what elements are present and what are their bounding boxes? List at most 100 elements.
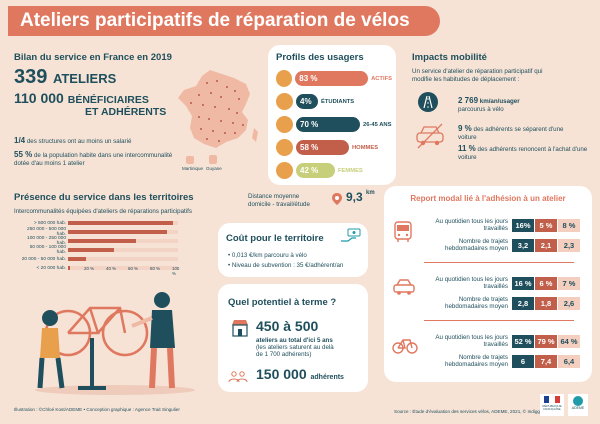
- report-cell: 16%: [512, 218, 534, 232]
- profil-bar: 58 %: [296, 140, 349, 155]
- presence-tick-label: 40 %: [106, 266, 117, 271]
- presence-bar-chart: > 500 000 hab. 250 000 - 500 000 hab. 100 …: [20, 220, 178, 274]
- profil-label: 26-45 ANS: [363, 121, 392, 128]
- car-icon: [392, 278, 416, 301]
- martinique-shape: [186, 156, 194, 164]
- map-label-martinique: Martinique: [182, 166, 204, 171]
- republique-francaise-logo: RÉPUBLIQUE FRANÇAISE: [540, 394, 564, 416]
- stat-population: 55 % de la population habite dans une in…: [14, 150, 179, 168]
- presence-bar-track: [68, 221, 178, 225]
- bike-icon: [392, 336, 418, 359]
- report-row: Nombre de trajets hebdomadaires moyen 3,2…: [422, 238, 581, 252]
- presence-tick-label: 80 %: [150, 266, 161, 271]
- ademe-text: ADEME: [571, 406, 585, 410]
- report-cell: 52 %: [512, 334, 534, 348]
- report-row-label: Au quotidien tous les jours travaillés: [435, 276, 508, 291]
- profil-value: 42 %: [300, 166, 319, 175]
- presence-tick-label: 100 %: [172, 266, 180, 276]
- presence-bar-row: < 20 000 hab.: [20, 265, 178, 271]
- presence-bar-track: [68, 248, 178, 252]
- profils-heading: Profils des usagers: [276, 52, 364, 63]
- impact-km-unit: km/an/usager: [479, 98, 520, 105]
- france-map: [176, 68, 262, 152]
- impacts-intro: Un service d'atelier de réparation parti…: [412, 68, 543, 83]
- report-row-label: Nombre de trajets hebdomadaires moyen: [445, 354, 508, 369]
- report-cell: 2,8: [512, 296, 534, 310]
- presence-tick-label: 20 %: [84, 266, 95, 271]
- profil-row: 83 % ACTIFS: [276, 70, 392, 87]
- presence-bar-label: < 20 000 hab.: [36, 265, 66, 271]
- profil-row: 42 % FEMMES: [276, 162, 392, 179]
- report-block-bus: AvantPendantAprèsAu quotidien tous les j…: [384, 206, 592, 263]
- presence-bar-track: [68, 266, 178, 270]
- cout-line-2: • Niveau de subvention : 35 €/adhérent/a…: [228, 262, 344, 269]
- profil-label: ACTIFS: [371, 75, 392, 82]
- report-row: Au quotidien tous les jours travaillés 16…: [422, 218, 581, 232]
- report-cell: 7,4: [535, 354, 557, 368]
- report-cell: 1,8: [535, 296, 557, 310]
- presence-bar-label: 20 000 - 50 000 hab.: [21, 256, 66, 262]
- impact-separation-text: des adhérents se séparent d'une voiture: [458, 126, 564, 141]
- france-map-shape: [178, 70, 258, 148]
- presence-bar: [68, 230, 167, 234]
- report-row-label: Nombre de trajets hebdomadaires moyen: [445, 238, 508, 253]
- potentiel-range-text-1: ateliers au total d'ici 5 ans: [256, 337, 333, 344]
- distance-label-1: Distance moyenne: [248, 193, 300, 200]
- stat-population-text: de la population habite dans une interco…: [14, 152, 173, 167]
- report-table: AvantPendantAprèsAu quotidien tous les j…: [384, 206, 592, 382]
- profil-bar: 70 %: [296, 117, 360, 132]
- presence-bar-label: > 500 000 hab.: [33, 220, 66, 226]
- profil-value: 83 %: [299, 74, 318, 83]
- impact-separation-value: 9 %: [458, 124, 472, 133]
- profils-card: [268, 45, 396, 185]
- presence-tick-label: 60 %: [128, 266, 139, 271]
- presence-bar-row: > 500 000 hab.: [20, 220, 178, 226]
- report-cell: 5 %: [535, 218, 557, 232]
- presence-bar: [68, 239, 137, 243]
- presence-bar-row: 50 000 - 100 000 hab.: [20, 245, 178, 255]
- pin-icon: [330, 192, 344, 206]
- report-heading: Report modal lié à l'adhésion à un ateli…: [410, 194, 566, 203]
- impact-renonce: 11 % des adhérents renoncent à l'achat d…: [458, 144, 588, 162]
- potentiel-range: 450 à 500: [256, 318, 319, 334]
- presence-bar-label: 100 000 - 250 000 hab.: [27, 236, 66, 246]
- profil-row: 4% ÉTUDIANTS: [276, 93, 392, 110]
- report-divider: [424, 262, 574, 263]
- impact-km-text: parcourus à vélo: [458, 106, 504, 113]
- profils-list: 83 % ACTIFS 4% ÉTUDIANTS 70 % 26-45 ANS 58 % HO…: [276, 70, 392, 185]
- guyane-shape: [209, 155, 217, 164]
- impact-km: 2 769 km/an/usager parcourus à vélo: [458, 96, 568, 114]
- report-row: Nombre de trajets hebdomadaires moyen 6 7,…: [422, 354, 581, 368]
- report-row-label: Au quotidien tous les jours travaillés: [435, 218, 508, 233]
- distance-unit: km: [366, 190, 375, 196]
- impact-renonce-value: 11 %: [458, 144, 476, 153]
- impacts-heading: Impacts mobilité: [412, 52, 487, 63]
- presence-bar: [68, 257, 86, 261]
- report-cell: 6 %: [535, 276, 557, 290]
- presence-heading: Présence du service dans les territoires: [14, 192, 194, 203]
- money-hand-icon: [340, 228, 362, 244]
- profil-label: ÉTUDIANTS: [321, 98, 355, 105]
- profil-bar: 83 %: [295, 71, 369, 86]
- profil-value: 58 %: [300, 143, 319, 152]
- cout-card: [218, 223, 368, 277]
- page-title: Ateliers participatifs de réparation de …: [20, 10, 410, 31]
- beneficiaires-label: BÉNÉFICIAIRES: [67, 94, 149, 106]
- potentiel-card: [218, 284, 368, 392]
- presence-bar-track: [68, 230, 178, 234]
- report-cell: 79 %: [535, 334, 557, 348]
- presence-bar-track: [68, 257, 178, 261]
- report-cell: 8 %: [558, 218, 580, 232]
- shop-icon: [230, 318, 250, 338]
- report-block-bike: AvantPendantAprèsAu quotidien tous les j…: [384, 322, 592, 378]
- presence-bar: [68, 248, 115, 252]
- potentiel-range-text-2: (les ateliers saturent au delà: [256, 344, 334, 352]
- potentiel-heading: Quel potentiel à terme ?: [228, 297, 337, 308]
- report-cell: 2,3: [558, 238, 580, 252]
- presence-bar-label: 250 000 - 500 000 hab.: [27, 227, 66, 237]
- report-cell: 64 %: [558, 334, 580, 348]
- potentiel-adherents: 150 000 adhérents: [256, 366, 344, 382]
- profil-row: 70 % 26-45 ANS: [276, 116, 392, 133]
- user-avatar-icon: [276, 139, 293, 156]
- stat-salarie-value: 1/4: [14, 136, 26, 145]
